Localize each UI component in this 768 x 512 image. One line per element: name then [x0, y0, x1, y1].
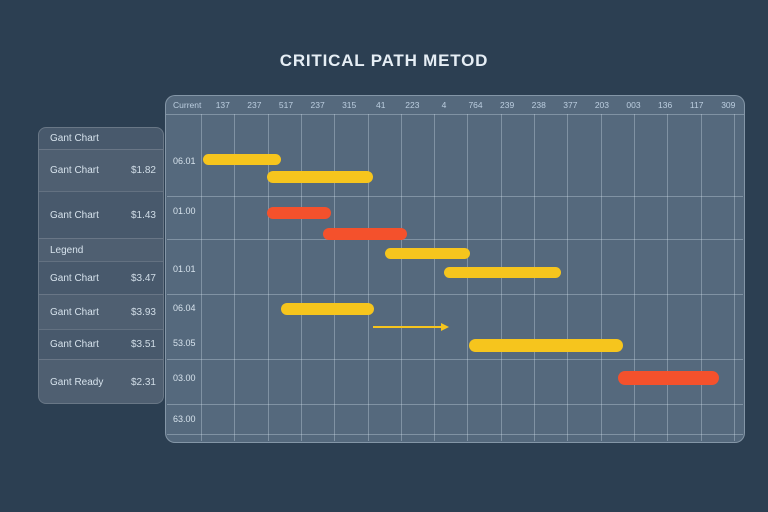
axis-tick-label: 4 — [441, 100, 447, 110]
task-row[interactable]: Legend — [39, 238, 163, 261]
task-row[interactable]: Gant Chart — [39, 128, 163, 149]
task-row[interactable]: Gant Ready $2.31 — [39, 359, 163, 403]
vertical-gridline — [434, 114, 436, 441]
axis-tick-label: 377 — [563, 100, 578, 110]
axis-tick-label: 238 — [531, 100, 546, 110]
task-value: $2.31 — [130, 377, 156, 388]
axis-tick-label: 315 — [342, 100, 357, 110]
vertical-gridline — [201, 114, 202, 441]
task-label: Gant Chart — [50, 165, 99, 176]
axis-tick-label: 223 — [405, 100, 420, 110]
axis-tick-label: 764 — [468, 100, 483, 110]
axis-tick-label: 203 — [594, 100, 610, 110]
axis-tick-label: 003 — [626, 100, 641, 110]
vertical-gridline — [400, 114, 402, 441]
vertical-gridline — [733, 114, 735, 441]
axis-tick-label: 237 — [310, 100, 325, 110]
axis-tick-label: 237 — [247, 100, 262, 110]
horizontal-gridline — [167, 196, 743, 197]
vertical-gridline — [667, 114, 669, 441]
vertical-gridline — [234, 114, 236, 441]
current-column-header: Current — [173, 100, 202, 110]
gantt-bar[interactable] — [444, 267, 561, 278]
horizontal-gridline — [167, 404, 743, 405]
task-row[interactable]: Gant Chart $1.43 — [39, 191, 163, 238]
vertical-gridline — [633, 114, 635, 441]
task-label: Gant Ready — [50, 377, 104, 388]
gantt-bar[interactable] — [281, 303, 374, 315]
arrow-head-icon — [441, 323, 449, 331]
axis-tick-label: 309 — [721, 100, 736, 110]
gantt-bar[interactable] — [469, 339, 623, 352]
gantt-bar[interactable] — [267, 207, 331, 219]
gantt-bar[interactable] — [323, 228, 407, 240]
row-time-label: 01.00 — [173, 206, 196, 216]
task-row[interactable]: Gant Chart $3.47 — [39, 261, 163, 294]
task-value: $3.93 — [130, 306, 156, 318]
row-time-label: 03.00 — [173, 373, 196, 383]
vertical-gridline — [600, 114, 602, 441]
horizontal-gridline — [167, 434, 743, 435]
row-time-label: 63.00 — [173, 414, 196, 424]
horizontal-gridline — [167, 239, 743, 240]
axis-tick-label: 137 — [215, 100, 230, 110]
chart-header-row: Current 137 237 517 237 315 41 223 4 764 239 238 37… — [166, 96, 744, 115]
gantt-bar[interactable] — [385, 248, 470, 259]
task-value: $1.82 — [130, 165, 156, 176]
task-row[interactable]: Gant Chart $1.82 — [39, 149, 163, 191]
task-value: $1.43 — [130, 209, 156, 221]
axis-tick-label: 517 — [278, 100, 294, 110]
horizontal-gridline — [167, 359, 743, 360]
vertical-gridline — [300, 114, 302, 441]
vertical-gridline — [334, 114, 336, 441]
horizontal-gridline — [167, 294, 743, 295]
task-value: $3.51 — [130, 339, 156, 350]
task-value: $3.47 — [130, 272, 156, 284]
axis-tick-label: 41 — [376, 100, 386, 110]
page-title: CRITICAL PATH METOD — [279, 51, 489, 70]
vertical-gridline — [700, 114, 702, 441]
axis-tick-label: 117 — [689, 100, 704, 110]
dependency-arrow — [373, 326, 443, 328]
task-label: Gant Chart — [50, 133, 99, 144]
task-label: Gant Chart — [50, 306, 99, 318]
row-time-label: 06.04 — [173, 303, 196, 313]
task-row[interactable]: Gant Chart $3.93 — [39, 294, 163, 329]
gantt-bar[interactable] — [267, 171, 373, 183]
row-time-label: 01.01 — [173, 264, 196, 274]
task-row[interactable]: Gant Chart $3.51 — [39, 329, 163, 359]
task-label: Gant Chart — [50, 209, 99, 221]
axis-tick-label: 136 — [658, 100, 673, 110]
task-sidebar: Gant Chart Gant Chart $1.82 Gant Chart $1.43… — [38, 127, 164, 404]
row-time-label: 53.05 — [173, 338, 196, 348]
gantt-bar[interactable] — [618, 371, 719, 385]
vertical-gridline — [367, 114, 369, 441]
axis-tick-label: 239 — [500, 100, 515, 110]
task-label: Gant Chart — [50, 339, 99, 350]
gantt-bar[interactable] — [203, 154, 281, 165]
task-label: Legend — [50, 244, 84, 256]
vertical-gridline — [267, 114, 269, 441]
task-label: Gant Chart — [50, 272, 99, 284]
row-time-label: 06.01 — [173, 156, 196, 166]
chart-panel: Current 137 237 517 237 315 41 223 4 764 239 238 37… — [165, 95, 745, 443]
vertical-gridline — [567, 114, 569, 441]
